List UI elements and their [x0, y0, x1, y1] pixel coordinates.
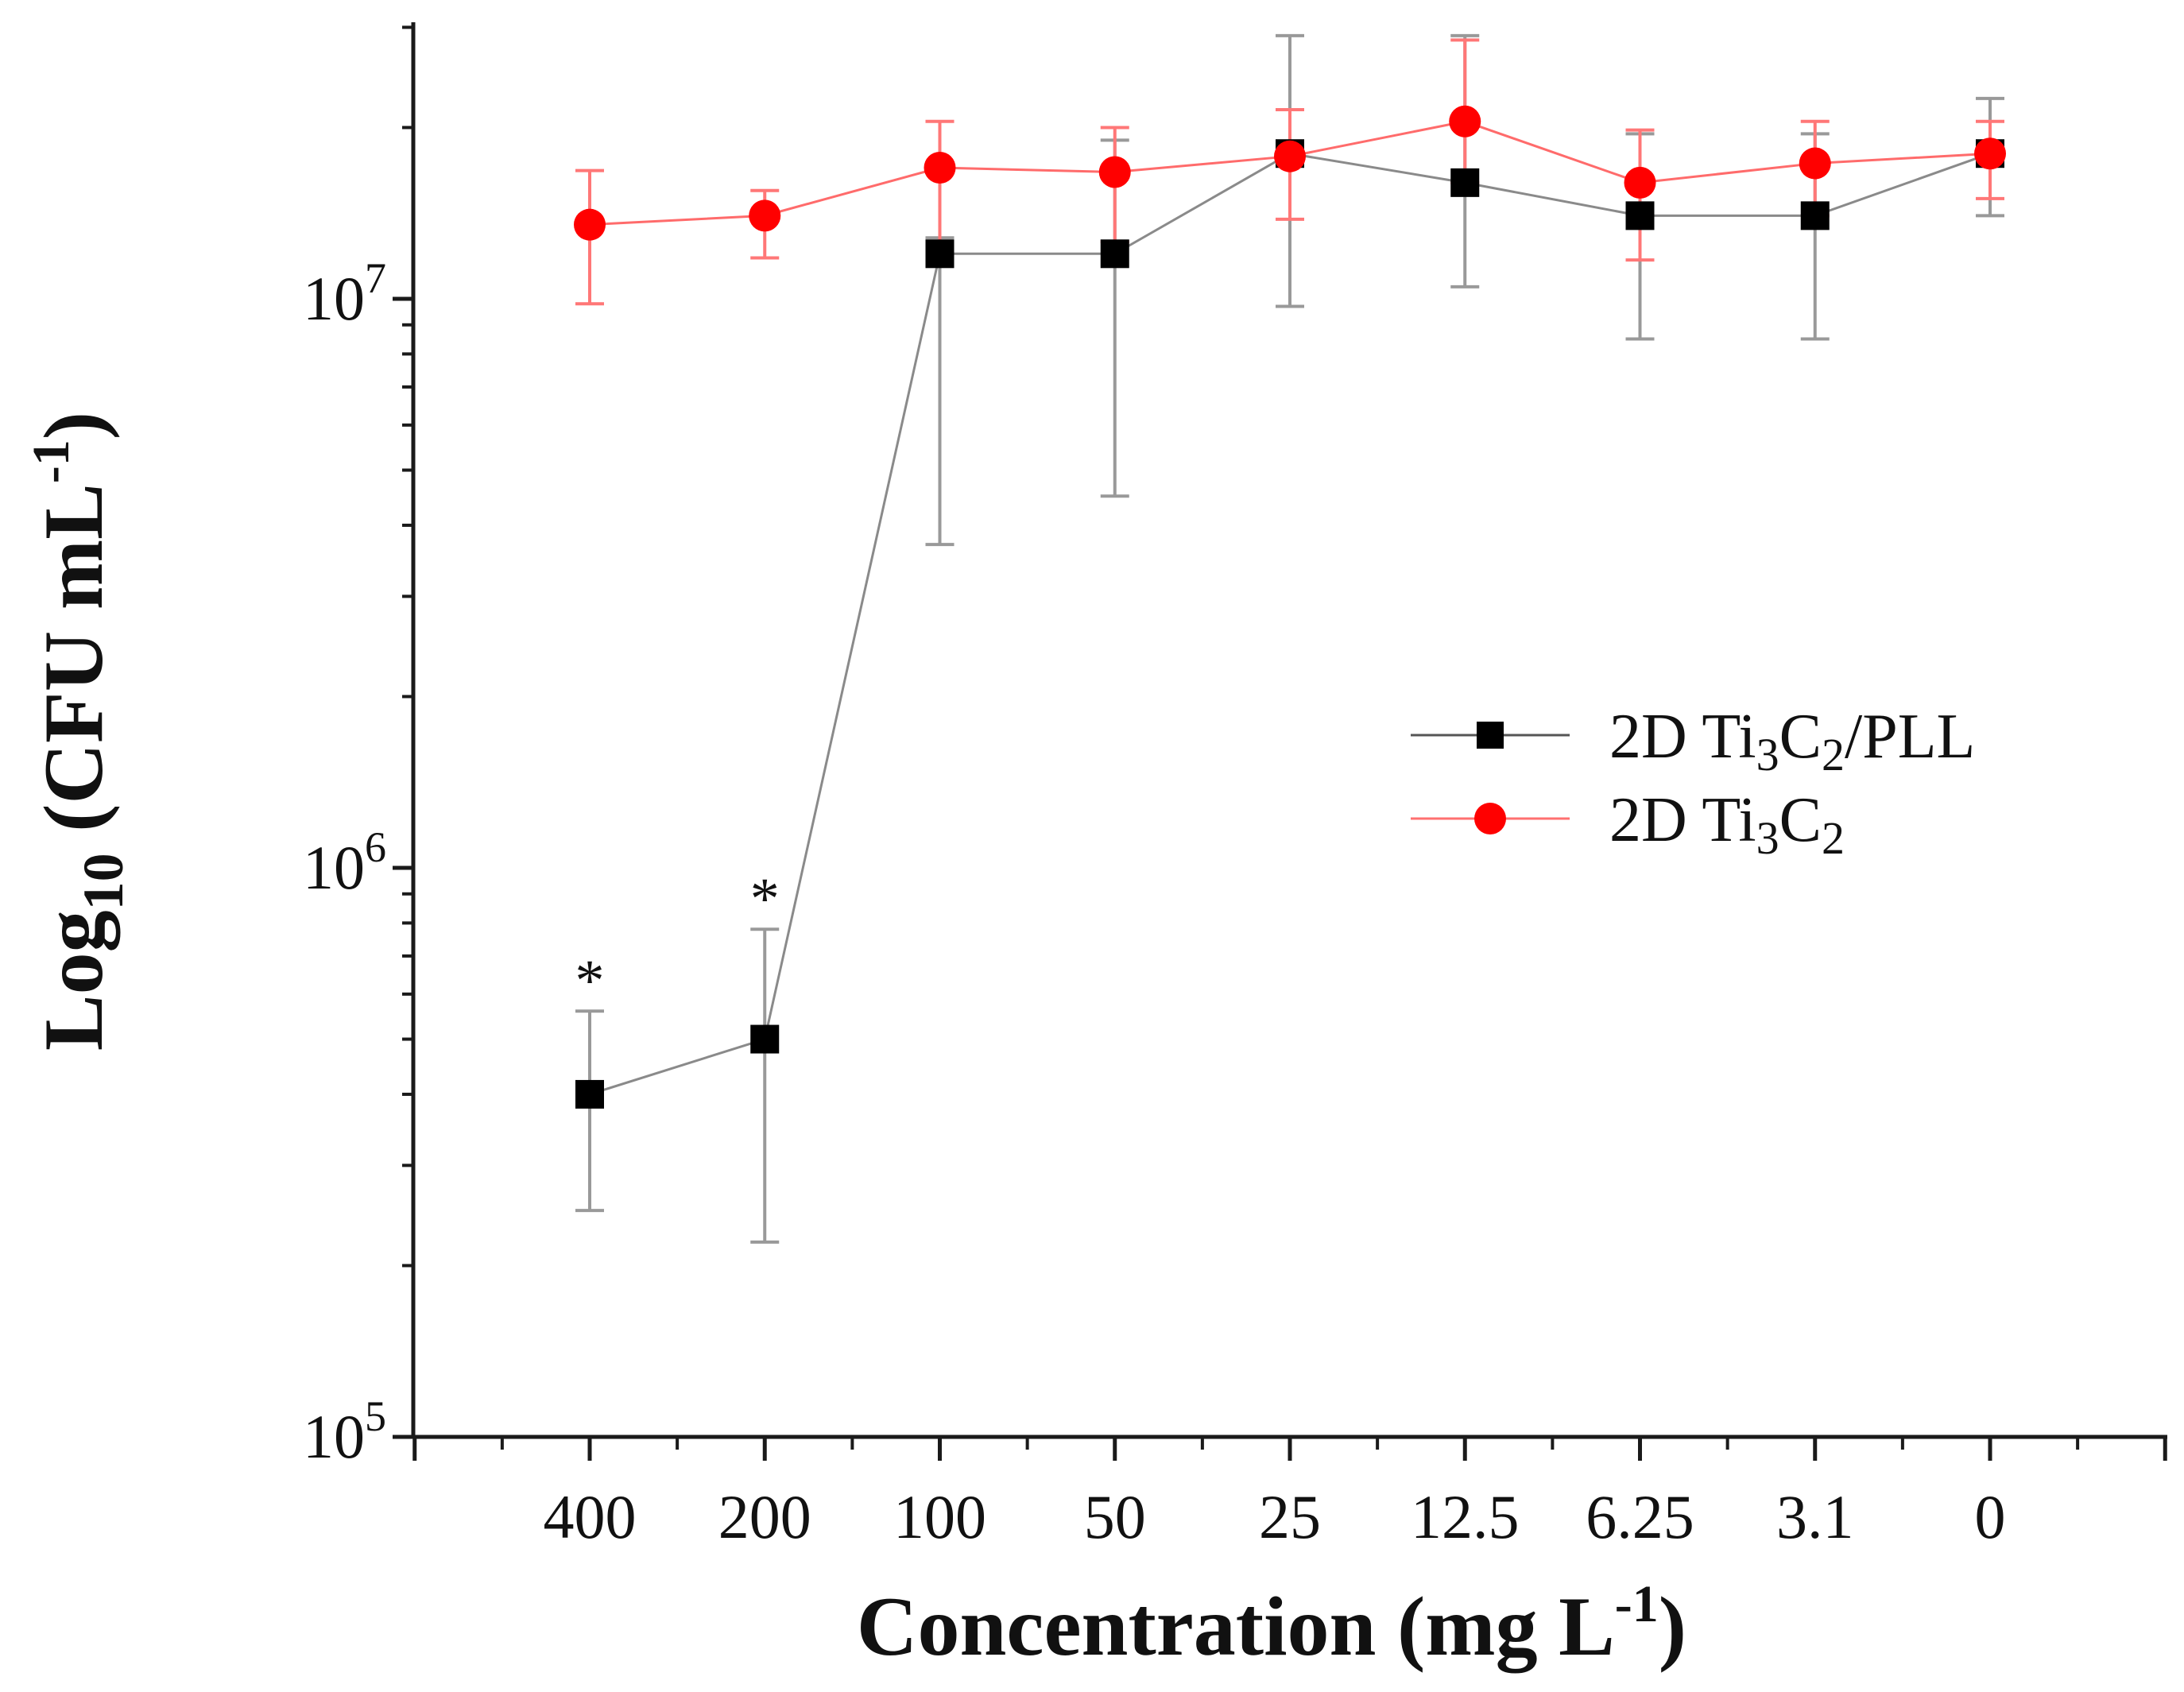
x-ticks: 400 200 100 50 25 12.5 6.25 3.1 0	[412, 1437, 2167, 1551]
y-ticks: 105 106 107	[303, 25, 413, 1471]
x-tick-label: 400	[544, 1482, 637, 1551]
significance-annotations: **	[575, 866, 780, 1013]
significance-asterisk: *	[750, 866, 780, 931]
legend-label: 2D Ti3C2/PLL	[1609, 702, 1975, 780]
data-point-square	[1800, 201, 1830, 230]
data-point-circle	[1449, 105, 1481, 137]
x-tick-label: 100	[893, 1482, 986, 1551]
data-point-square	[925, 239, 955, 269]
x-tick-label: 6.25	[1586, 1482, 1694, 1551]
data-point-square	[1625, 201, 1655, 230]
data-point-circle	[1799, 147, 1831, 180]
y-axis-title: Log10 (CFU mL-1)	[22, 412, 135, 1051]
data-point-circle	[1974, 137, 2006, 170]
y-tick-label: 106	[303, 823, 386, 902]
data-point-circle	[749, 199, 781, 232]
x-tick-label: 3.1	[1776, 1482, 1854, 1551]
data-point-circle	[1098, 156, 1131, 188]
data-point-square	[575, 1079, 604, 1109]
x-tick-label: 0	[1975, 1482, 2006, 1551]
data-point-square	[750, 1024, 780, 1054]
legend-item: 2D Ti3C2	[1411, 785, 1845, 864]
x-tick-label: 12.5	[1411, 1482, 1520, 1551]
data-point-circle	[924, 151, 956, 184]
error-bar	[925, 236, 955, 547]
y-tick-label: 105	[303, 1392, 386, 1471]
error-bar	[750, 927, 780, 1244]
data-markers	[574, 105, 2006, 1109]
legend-circle-marker	[1474, 803, 1506, 834]
data-point-circle	[1274, 140, 1306, 172]
data-point-square	[1100, 239, 1129, 269]
error-bar	[575, 1009, 604, 1213]
x-tick-label: 200	[718, 1482, 811, 1551]
legend-square-marker	[1477, 722, 1504, 749]
significance-asterisk: *	[575, 948, 605, 1013]
x-tick-label: 50	[1084, 1482, 1146, 1551]
y-tick-label: 107	[303, 254, 386, 333]
legend-label: 2D Ti3C2	[1609, 785, 1845, 864]
data-point-circle	[1624, 166, 1656, 199]
x-tick-label: 25	[1259, 1482, 1321, 1551]
data-point-square	[1450, 168, 1480, 197]
data-point-circle	[574, 208, 606, 241]
legend-item: 2D Ti3C2/PLL	[1411, 702, 1975, 780]
x-axis-title: Concentration (mg L-1)	[857, 1575, 1686, 1673]
